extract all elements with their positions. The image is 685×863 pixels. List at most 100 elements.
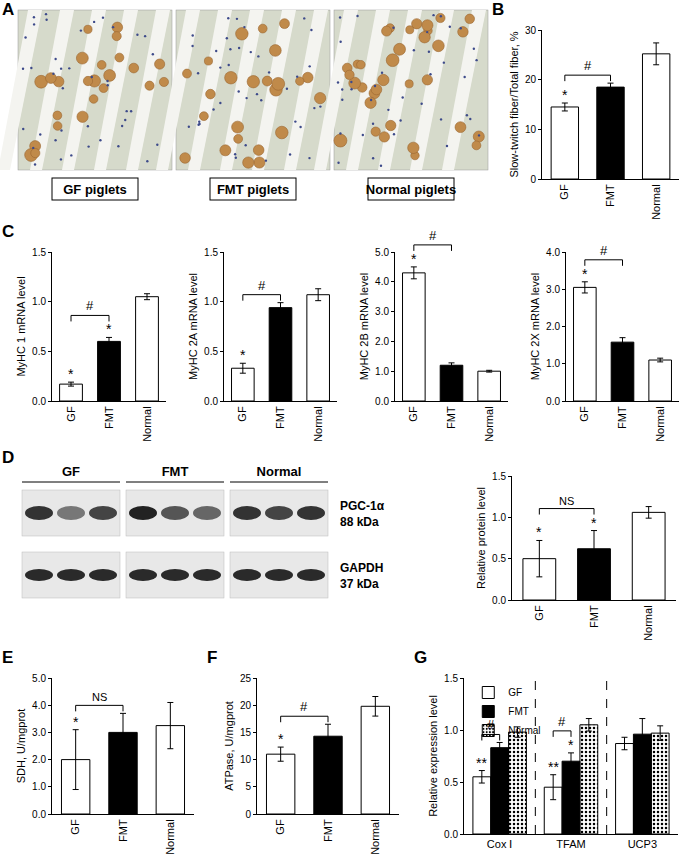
svg-text:**: ** (476, 755, 487, 771)
svg-text:FMT: FMT (445, 406, 457, 429)
svg-text:GF: GF (236, 406, 248, 422)
svg-text:20: 20 (525, 74, 537, 85)
svg-text:2.0: 2.0 (32, 754, 46, 765)
svg-text:#: # (600, 243, 608, 258)
svg-text:FMT: FMT (604, 184, 616, 207)
svg-text:Slow-twitch fiber/Total fiber,: Slow-twitch fiber/Total fiber, % (508, 31, 520, 177)
svg-text:SDH, U/mgprot: SDH, U/mgprot (15, 709, 27, 784)
svg-text:Normal: Normal (257, 464, 302, 479)
svg-text:Normal: Normal (508, 725, 540, 736)
svg-text:3.0: 3.0 (546, 284, 560, 295)
svg-text:2.0: 2.0 (546, 321, 560, 332)
svg-text:4.0: 4.0 (546, 247, 560, 258)
svg-text:Normal: Normal (141, 406, 153, 441)
svg-text:GF piglets: GF piglets (63, 182, 127, 197)
svg-text:5.0: 5.0 (375, 247, 389, 258)
svg-text:20: 20 (240, 700, 252, 711)
svg-text:**: ** (548, 759, 559, 775)
svg-text:#: # (429, 228, 437, 243)
svg-text:1.5: 1.5 (492, 471, 506, 482)
svg-text:0.5: 0.5 (444, 777, 458, 788)
svg-text:*: * (240, 347, 246, 363)
svg-text:*: * (568, 737, 574, 753)
svg-text:*: * (536, 524, 542, 540)
svg-text:GAPDH: GAPDH (340, 561, 383, 575)
svg-text:0.5: 0.5 (32, 346, 46, 357)
svg-text:FMT: FMT (162, 464, 189, 479)
svg-text:GF: GF (65, 406, 77, 422)
svg-text:*: * (411, 251, 417, 267)
svg-text:NS: NS (559, 495, 574, 507)
svg-text:15: 15 (240, 727, 252, 738)
svg-text:30: 30 (525, 25, 537, 36)
svg-text:ATPase, U/mgprot: ATPase, U/mgprot (223, 701, 235, 791)
svg-text:0.0: 0.0 (546, 396, 560, 407)
svg-text:FMT: FMT (103, 406, 115, 429)
svg-text:1.0: 1.0 (492, 512, 506, 523)
svg-text:5.0: 5.0 (32, 673, 46, 684)
svg-text:Cox Ⅰ: Cox Ⅰ (487, 838, 513, 850)
svg-text:0: 0 (530, 174, 536, 185)
svg-text:0.0: 0.0 (375, 396, 389, 407)
svg-text:37 kDa: 37 kDa (340, 577, 379, 591)
svg-text:Relative expression level: Relative expression level (427, 695, 439, 817)
svg-text:#: # (558, 714, 566, 729)
svg-text:#: # (487, 717, 495, 732)
svg-text:GF: GF (558, 184, 570, 200)
svg-text:1.0: 1.0 (444, 725, 458, 736)
svg-text:GF: GF (508, 687, 522, 698)
svg-text:1.5: 1.5 (32, 247, 46, 258)
svg-text:1.0: 1.0 (546, 358, 560, 369)
svg-text:MyHC 2B mRNA level: MyHC 2B mRNA level (358, 273, 370, 381)
svg-text:*: * (106, 321, 112, 337)
svg-text:0.0: 0.0 (204, 396, 218, 407)
svg-text:GF: GF (62, 464, 80, 479)
svg-text:Relative protein level: Relative protein level (475, 487, 487, 589)
svg-text:Normal: Normal (164, 819, 176, 854)
svg-text:MyHC 2A mRNA level: MyHC 2A mRNA level (187, 273, 199, 380)
svg-text:#: # (258, 278, 266, 293)
svg-text:PGC-1α: PGC-1α (340, 499, 385, 513)
svg-text:Normal: Normal (650, 184, 662, 219)
svg-text:*: * (562, 87, 568, 103)
svg-text:#: # (86, 298, 94, 313)
svg-text:*: * (582, 266, 588, 282)
svg-text:2.0: 2.0 (375, 336, 389, 347)
svg-text:GF: GF (407, 406, 419, 422)
svg-text:FMT piglets: FMT piglets (217, 182, 289, 197)
svg-text:FMT: FMT (322, 819, 334, 842)
svg-text:1.0: 1.0 (375, 366, 389, 377)
svg-text:Normal: Normal (642, 605, 654, 640)
svg-text:*: * (68, 366, 74, 382)
svg-text:FMT: FMT (117, 819, 129, 842)
svg-text:1.0: 1.0 (204, 296, 218, 307)
svg-text:Normal piglets: Normal piglets (366, 182, 456, 197)
svg-text:0.0: 0.0 (32, 809, 46, 820)
svg-text:MyHC 2X mRNA level: MyHC 2X mRNA level (529, 273, 541, 381)
svg-text:25: 25 (240, 673, 252, 684)
svg-text:NS: NS (92, 691, 107, 703)
svg-text:0.5: 0.5 (204, 346, 218, 357)
svg-text:10: 10 (525, 124, 537, 135)
svg-text:MyHC 1 mRNA level: MyHC 1 mRNA level (15, 276, 27, 376)
svg-text:10: 10 (240, 754, 252, 765)
svg-text:TFAM: TFAM (556, 838, 585, 850)
svg-text:*: * (591, 515, 597, 531)
svg-text:FMT: FMT (274, 406, 286, 429)
svg-text:3.0: 3.0 (32, 727, 46, 738)
svg-text:*: * (278, 731, 284, 747)
svg-text:FMT: FMT (588, 605, 600, 628)
svg-text:0.0: 0.0 (32, 396, 46, 407)
svg-text:1.0: 1.0 (32, 296, 46, 307)
svg-text:0.0: 0.0 (444, 829, 458, 840)
svg-text:Normal: Normal (369, 819, 381, 854)
svg-text:#: # (584, 58, 592, 73)
svg-text:4.0: 4.0 (375, 276, 389, 287)
svg-text:FMT: FMT (508, 706, 529, 717)
svg-text:Normal: Normal (483, 406, 495, 441)
svg-text:GF: GF (578, 406, 590, 422)
svg-text:UCP3: UCP3 (628, 838, 657, 850)
svg-text:1.5: 1.5 (204, 247, 218, 258)
svg-text:0.0: 0.0 (492, 595, 506, 606)
svg-text:GF: GF (533, 605, 545, 621)
